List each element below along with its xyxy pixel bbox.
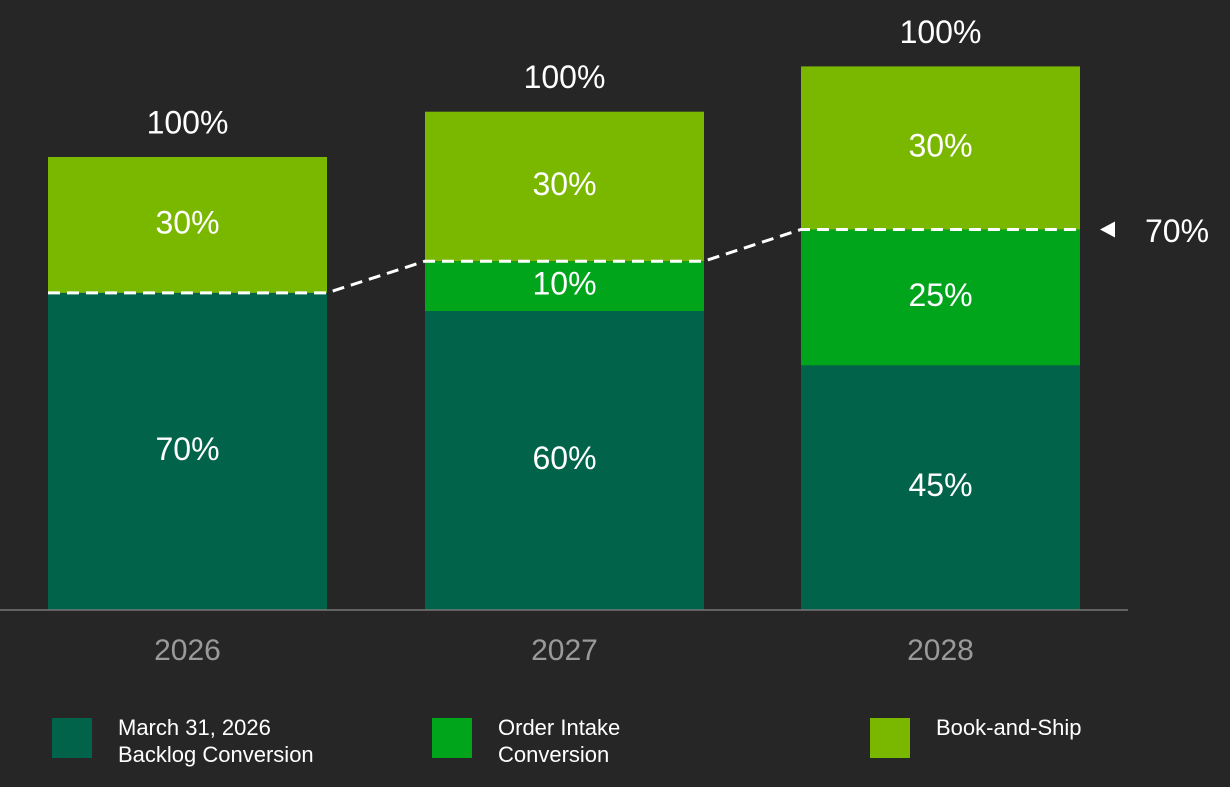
reference-line	[48, 227, 1080, 295]
bar-segment	[801, 66, 1080, 230]
data-label: 10%	[532, 266, 596, 302]
x-tick-label: 2028	[907, 634, 974, 667]
legend-swatch	[52, 718, 92, 758]
bar-segment	[425, 111, 704, 262]
data-label: 45%	[908, 467, 972, 503]
data-label: 70%	[155, 431, 219, 467]
legend-swatch	[870, 718, 910, 758]
legend-label: Book-and-Ship	[936, 715, 1082, 740]
legend-swatch	[432, 718, 472, 758]
bar-segment	[48, 292, 327, 610]
data-label: 30%	[155, 204, 219, 240]
data-label: 30%	[532, 166, 596, 202]
annotation-label: 70%	[1145, 213, 1209, 249]
x-tick-label: 2026	[154, 634, 221, 667]
data-label: 25%	[908, 277, 972, 313]
bar-segment	[425, 311, 704, 610]
bar-segment	[801, 365, 1080, 610]
bar-segment	[801, 229, 1080, 366]
legend-label: March 31, 2026 Backlog Conversion	[118, 715, 314, 767]
chart: 70% 30% 100% 2026 60% 10% 30% 100% 2027 45% 25% 30%…	[0, 14, 1209, 667]
legend-label: Order Intake Conversion	[498, 715, 621, 767]
bar-segment	[425, 261, 704, 312]
annotation-arrow	[1100, 221, 1115, 238]
total-label: 100%	[524, 59, 606, 95]
data-label: 60%	[532, 440, 596, 476]
total-label: 100%	[147, 104, 229, 140]
legend-item: Order Intake Conversion	[432, 715, 713, 768]
legend-item: Book-and-Ship	[870, 715, 1082, 758]
data-label: 30%	[908, 127, 972, 163]
bar-segment	[48, 157, 327, 293]
total-label: 100%	[900, 14, 982, 50]
legend-item: March 31, 2026 Backlog Conversion	[52, 715, 333, 768]
x-tick-label: 2027	[531, 634, 598, 667]
